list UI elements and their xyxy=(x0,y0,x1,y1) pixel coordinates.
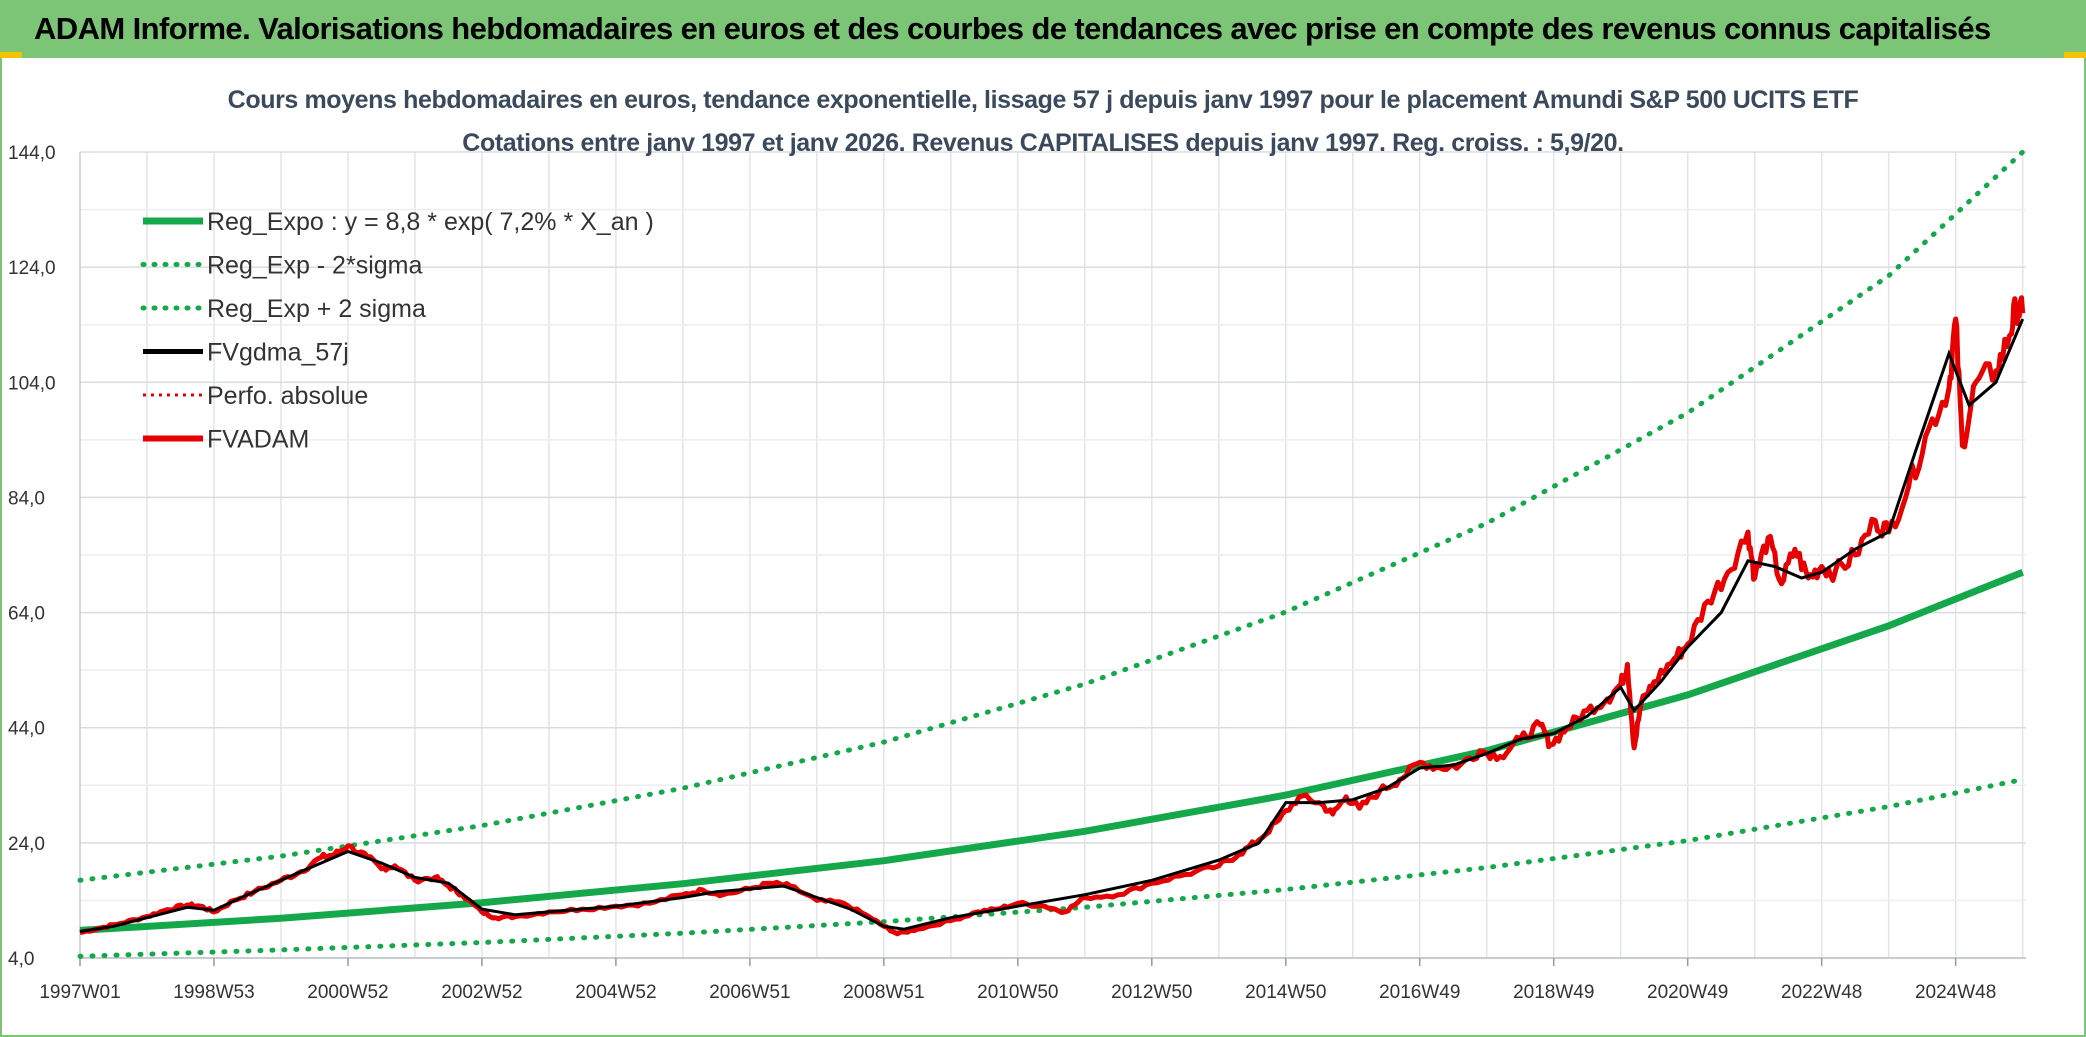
report-banner-title: ADAM Informe. Valorisations hebdomadaire… xyxy=(0,0,2086,58)
x-tick-label: 2012W50 xyxy=(1111,982,1192,1003)
y-tick-label: 84,0 xyxy=(8,488,45,509)
y-tick-label: 24,0 xyxy=(8,834,45,855)
legend-label: FVADAM xyxy=(207,426,309,454)
series-line-reg-minus-2sigma xyxy=(77,777,2026,959)
x-tick-label: 2020W49 xyxy=(1647,982,1728,1003)
banner-corner-accent-right xyxy=(2064,52,2086,58)
x-tick-label: 2016W49 xyxy=(1379,982,1460,1003)
legend-label: Reg_Exp + 2 sigma xyxy=(207,295,426,323)
y-tick-label: 104,0 xyxy=(8,373,56,394)
x-tick-label: 2006W51 xyxy=(709,982,790,1003)
y-tick-label: 4,0 xyxy=(8,949,34,970)
legend-label: Perfo. absolue xyxy=(207,382,368,410)
x-tick-label: 1997W01 xyxy=(39,982,120,1003)
chart-legend: Reg_Expo : y = 8,8 * exp( 7,2% * X_an ) R… xyxy=(140,208,654,454)
y-tick-label: 64,0 xyxy=(8,604,45,625)
x-tick-label: 2000W52 xyxy=(307,982,388,1003)
x-tick-label: 1998W53 xyxy=(173,982,254,1003)
series-line-reg-plus-2sigma xyxy=(77,149,2026,883)
legend-label: Reg_Expo : y = 8,8 * exp( 7,2% * X_an ) xyxy=(207,208,654,236)
chart-series xyxy=(77,149,2026,959)
series-line-fvgdma-57j xyxy=(79,318,2025,933)
y-tick-label: 44,0 xyxy=(8,719,45,740)
x-tick-label: 2002W52 xyxy=(441,982,522,1003)
y-tick-label: 144,0 xyxy=(8,143,56,164)
x-tick-label: 2010W50 xyxy=(977,982,1058,1003)
chart-title: Cours moyens hebdomadaires en euros, ten… xyxy=(227,86,1859,114)
banner-corner-accent-left xyxy=(0,52,22,58)
x-tick-label: 2008W51 xyxy=(843,982,924,1003)
chart-gridlines xyxy=(80,151,2026,958)
x-tick-label: 2018W49 xyxy=(1513,982,1594,1003)
series-line-fvadam xyxy=(79,295,2026,937)
chart-frame xyxy=(0,58,2086,1037)
x-tick-label: 2014W50 xyxy=(1245,982,1326,1003)
legend-label: Reg_Exp - 2*sigma xyxy=(207,252,422,280)
x-tick-label: 2004W52 xyxy=(575,982,656,1003)
x-tick-label: 2022W48 xyxy=(1781,982,1862,1003)
legend-label: FVgdma_57j xyxy=(207,339,349,367)
series-line-reg-expo xyxy=(79,569,2024,934)
y-tick-label: 124,0 xyxy=(8,258,56,279)
chart-axes: 4,0 24,0 44,0 64,0 84,0 104,0 124,0 144,0 1997W0… xyxy=(8,143,2026,1003)
x-tick-label: 2024W48 xyxy=(1915,982,1996,1003)
chart-subtitle: Cotations entre janv 1997 et janv 2026. … xyxy=(462,129,1624,157)
